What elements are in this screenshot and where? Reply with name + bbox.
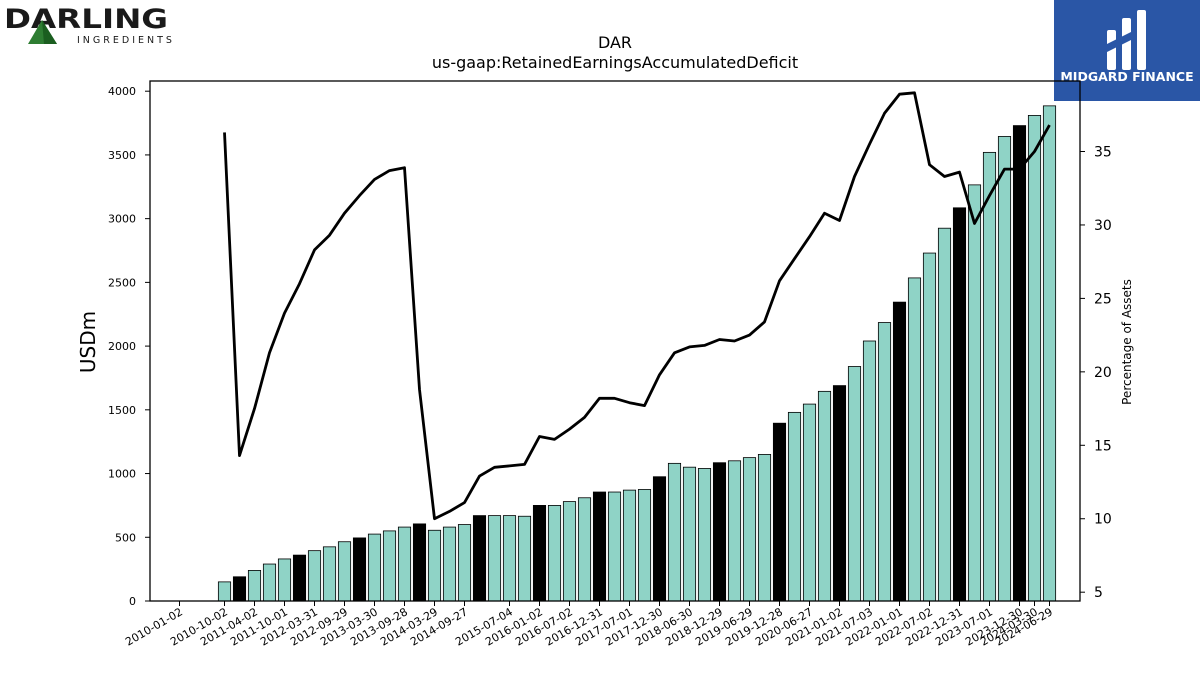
bar-2011-10-01 xyxy=(277,558,292,602)
bar-2017-09-30 xyxy=(637,489,652,602)
bar-2011-12-31 xyxy=(292,554,307,602)
bar-2012-09-29 xyxy=(337,541,352,602)
y2-tick-label: 15 xyxy=(1094,438,1112,454)
bar-2021-07-03 xyxy=(862,340,877,602)
leaf-shadow-icon xyxy=(42,20,57,44)
bar-2023-12-30 xyxy=(1012,125,1027,602)
bar-2013-03-30 xyxy=(367,533,382,602)
bar-2016-01-02 xyxy=(532,505,547,602)
bar-2020-09-26 xyxy=(817,390,832,602)
bar-2018-12-29 xyxy=(712,462,727,602)
bar-2012-12-29 xyxy=(352,537,367,602)
y-tick-label: 1500 xyxy=(108,404,136,417)
bar-2012-03-31 xyxy=(307,550,322,602)
logo-company-name: DARLING xyxy=(4,4,168,35)
bar-2022-04-02 xyxy=(907,277,922,602)
bar-2015-10-03 xyxy=(517,515,532,602)
y-tick-label: 500 xyxy=(115,531,136,544)
bar-2014-06-28 xyxy=(442,526,457,602)
bar-2011-01-01 xyxy=(232,576,247,602)
y2-tick-label: 5 xyxy=(1094,585,1103,601)
bar-2010-10-02 xyxy=(217,581,232,602)
y-tick-label: 3000 xyxy=(108,213,136,226)
bar-2021-04-03 xyxy=(847,366,862,602)
bar-2016-12-31 xyxy=(592,491,607,602)
bar-2015-01-03 xyxy=(472,515,487,602)
bar-2023-04-01 xyxy=(967,184,982,602)
bar-2024-06-29 xyxy=(1042,105,1057,602)
y2-tick-label: 20 xyxy=(1094,365,1112,381)
bar-2018-03-31 xyxy=(667,462,682,602)
bar-2023-07-01 xyxy=(982,151,997,602)
bar-2018-09-29 xyxy=(697,468,712,602)
bar-2019-09-28 xyxy=(757,454,772,602)
midgard-finance-logo: MIDGARD FINANCE xyxy=(1054,0,1200,101)
bar-2014-09-27 xyxy=(457,524,472,602)
pct-assets-line xyxy=(223,91,1051,521)
y2-axis-label: Percentage of Assets xyxy=(1120,279,1134,405)
bar-2012-06-30 xyxy=(322,546,337,602)
logo-tagline: INGREDIENTS xyxy=(77,35,175,46)
y2-tick-label: 35 xyxy=(1094,145,1112,161)
bar-2016-04-02 xyxy=(547,505,562,602)
y-tick-label: 1000 xyxy=(108,468,136,481)
midgard-emblem-icon xyxy=(1107,10,1146,70)
bar-2011-07-02 xyxy=(262,563,277,602)
bar-2020-06-27 xyxy=(802,403,817,602)
bar-2020-03-28 xyxy=(787,411,802,602)
bar-2016-10-01 xyxy=(577,497,592,602)
y2-tick-label: 25 xyxy=(1094,291,1112,307)
plot-frame xyxy=(149,80,1081,602)
bars-layer xyxy=(217,105,1057,602)
bar-2013-06-29 xyxy=(382,530,397,602)
y-tick-label: 2000 xyxy=(108,340,136,353)
bar-2022-01-01 xyxy=(892,301,907,602)
y2-tick-label: 30 xyxy=(1094,218,1112,234)
y-tick-label: 4000 xyxy=(108,85,136,98)
bar-2011-04-02 xyxy=(247,570,262,602)
bar-2019-12-28 xyxy=(772,422,787,602)
partner-name: MIDGARD FINANCE xyxy=(1060,69,1193,84)
darling-ingredients-logo: DARLING INGREDIENTS xyxy=(0,0,180,50)
y2-tick-label: 10 xyxy=(1094,512,1112,528)
bar-2022-10-01 xyxy=(937,227,952,602)
bar-2019-06-29 xyxy=(742,457,757,602)
y-tick-label: 2500 xyxy=(108,276,136,289)
bar-2023-09-30 xyxy=(997,136,1012,602)
bar-2015-04-04 xyxy=(487,515,502,602)
bar-2022-12-31 xyxy=(952,207,967,602)
bar-2022-07-02 xyxy=(922,252,937,602)
y-tick-label: 0 xyxy=(129,595,136,608)
bar-2014-03-29 xyxy=(427,529,442,602)
bar-2013-12-28 xyxy=(412,523,427,602)
y-axis-label: USDm xyxy=(76,311,100,373)
chart-title: DAR xyxy=(598,33,632,52)
bar-2017-12-30 xyxy=(652,476,667,602)
y-tick-label: 3500 xyxy=(108,149,136,162)
bar-2017-04-01 xyxy=(607,491,622,602)
bar-2017-07-01 xyxy=(622,489,637,602)
bar-2015-07-04 xyxy=(502,515,517,602)
bar-2013-09-28 xyxy=(397,526,412,602)
bar-2021-01-02 xyxy=(832,385,847,602)
bar-2018-06-30 xyxy=(682,466,697,602)
bar-2021-10-02 xyxy=(877,322,892,602)
chart-subtitle: us-gaap:RetainedEarningsAccumulatedDefic… xyxy=(432,53,798,72)
line-layer xyxy=(223,91,1051,521)
bar-2019-03-30 xyxy=(727,460,742,602)
bar-2024-03-30 xyxy=(1027,115,1042,602)
bar-2016-07-02 xyxy=(562,501,577,602)
